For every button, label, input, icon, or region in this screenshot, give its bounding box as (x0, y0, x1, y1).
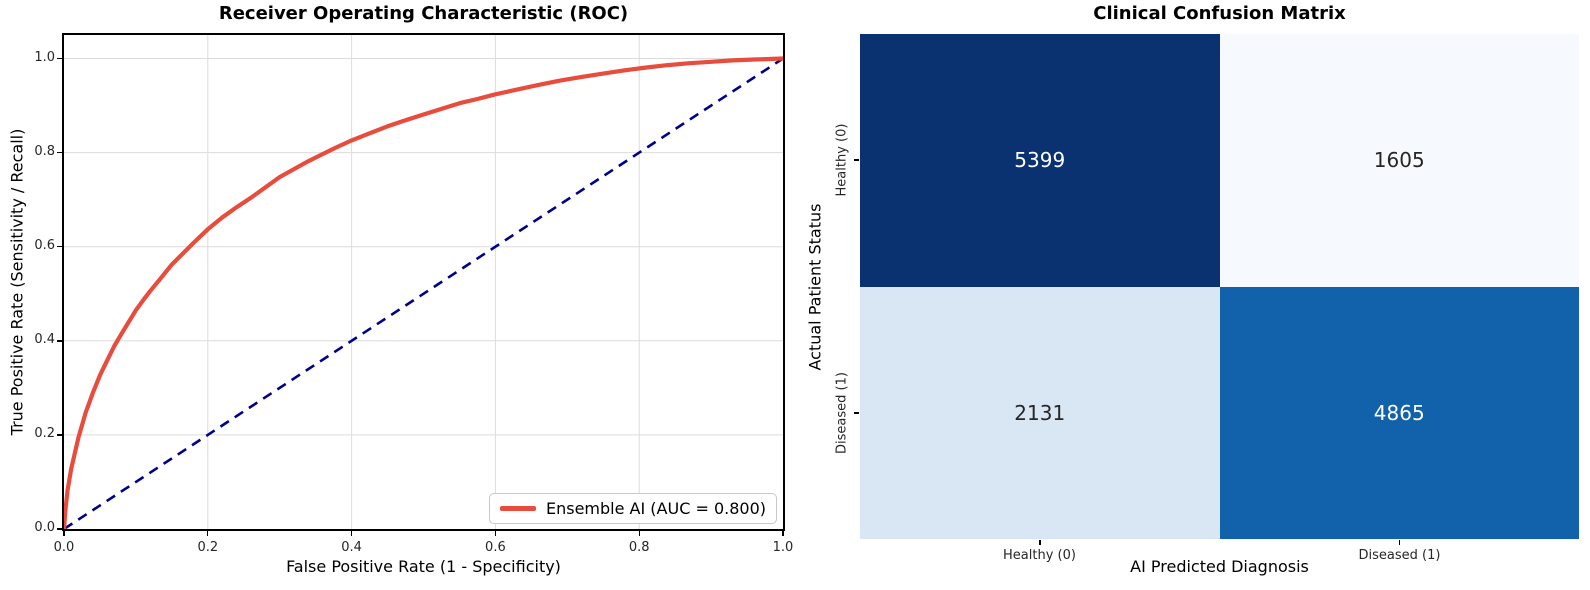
cm-y-axis-label: Actual Patient Status (805, 203, 825, 371)
roc-y-tick-label: 1.0 (34, 49, 55, 65)
roc-x-tick-mark (63, 531, 65, 536)
roc-curves-svg (64, 35, 783, 529)
cm-bottom-tick-mark (1039, 540, 1041, 545)
roc-x-tick-mark (782, 531, 784, 536)
cm-col-label-healthy: Healthy (0) (1003, 548, 1076, 563)
roc-chart-title: Receiver Operating Characteristic (ROC) (218, 3, 629, 24)
roc-y-tick-label: 0.8 (34, 143, 55, 159)
roc-curve (64, 56, 783, 529)
roc-x-tick-mark (350, 531, 353, 536)
roc-x-tick-mark (494, 531, 497, 536)
roc-y-tick-mark (57, 57, 62, 60)
roc-x-tick-label: 0.4 (341, 540, 362, 555)
cm-bottom-tick-mark (1398, 540, 1401, 545)
roc-y-tick-label: 0.4 (34, 331, 55, 347)
cm-row-label-diseased: Diseased (1) (834, 372, 850, 454)
cm-cell-false-positive: 1605 (1219, 34, 1579, 287)
roc-x-tick-label: 1.0 (772, 540, 794, 555)
roc-x-tick-label: 0.8 (628, 540, 650, 555)
cm-cell-true-negative: 5399 (860, 34, 1220, 287)
roc-y-tick-label: 0.6 (34, 237, 55, 253)
roc-y-tick-mark (57, 340, 62, 342)
legend-line-swatch (500, 506, 536, 511)
roc-x-tick-label: 0.6 (485, 540, 506, 555)
roc-y-tick-mark (57, 246, 62, 248)
cm-left-tick-mark (854, 412, 859, 414)
chance-diagonal-line (64, 57, 783, 529)
cm-cell-true-positive: 4865 (1219, 286, 1579, 539)
roc-y-axis-label: True Positive Rate (Sensitivity / Recall… (7, 128, 27, 436)
cm-left-tick-mark (854, 159, 859, 161)
legend-series-label: Ensemble AI (AUC = 0.800) (546, 499, 766, 518)
roc-y-tick-mark (57, 434, 62, 436)
confusion-matrix-grid: 5399 1605 2131 4865 (860, 34, 1579, 539)
cm-x-axis-label: AI Predicted Diagnosis (1130, 557, 1309, 576)
roc-x-tick-label: 0.2 (197, 540, 219, 555)
roc-y-tick-label: 0.2 (34, 425, 55, 441)
roc-x-tick-mark (207, 531, 209, 536)
cm-row-label-healthy: Healthy (0) (834, 123, 850, 197)
roc-y-tick-label: 0.0 (34, 520, 55, 535)
cm-col-label-diseased: Diseased (1) (1358, 548, 1441, 563)
roc-y-tick-mark (57, 151, 62, 154)
roc-x-axis-label: False Positive Rate (1 - Specificity) (286, 557, 561, 576)
roc-x-tick-mark (638, 531, 640, 536)
roc-y-tick-mark (57, 528, 62, 530)
roc-legend: Ensemble AI (AUC = 0.800) (489, 493, 777, 524)
cm-cell-false-negative: 2131 (860, 286, 1220, 539)
confusion-matrix-title: Clinical Confusion Matrix (1093, 3, 1346, 24)
roc-plot-area: Ensemble AI (AUC = 0.800) (62, 33, 785, 531)
roc-x-tick-label: 0.0 (53, 540, 75, 555)
